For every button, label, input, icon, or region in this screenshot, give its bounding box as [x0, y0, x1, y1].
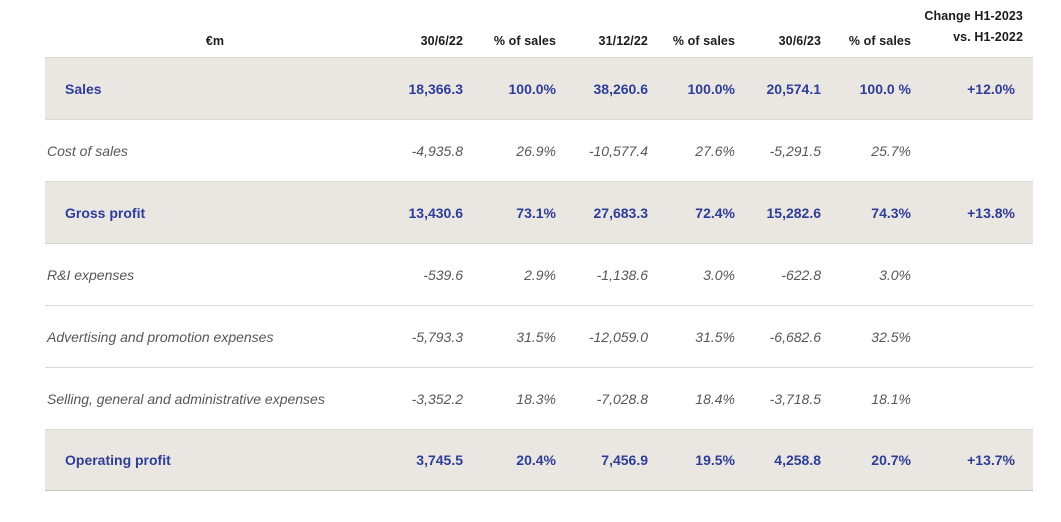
pct-h1-2022: 73.1% — [516, 204, 556, 221]
pct-h1-2023: 18.1% — [871, 390, 911, 407]
row-label: Sales — [65, 80, 102, 97]
column-header-pct-sales-2: % of sales — [672, 34, 735, 48]
pct-h1-2023: 20.7% — [871, 452, 911, 468]
pct-h1-2022: 2.9% — [524, 266, 556, 283]
column-header-pct-sales-1: % of sales — [493, 34, 556, 48]
table-row-sga-expenses: Selling, general and administrative expe… — [45, 367, 1033, 429]
value-h1-2022: -4,935.8 — [411, 142, 463, 159]
value-h1-2022: -3,352.2 — [411, 390, 463, 407]
column-header-30-6-22: 30/6/22 — [420, 34, 463, 48]
value-h1-2022: -5,793.3 — [411, 328, 463, 345]
table-row-advertising-promotion: Advertising and promotion expenses -5,79… — [45, 305, 1033, 367]
pct-h1-2022: 100.0% — [508, 80, 556, 97]
pct-h1-2023: 74.3% — [871, 204, 911, 221]
column-header-change: Change H1-2023 vs. H1-2022 — [911, 6, 1033, 57]
pct-h1-2022: 18.3% — [516, 390, 556, 407]
value-fy-2022: 7,456.9 — [601, 452, 648, 468]
value-h1-2023: -5,291.5 — [769, 142, 821, 159]
value-h1-2023: -3,718.5 — [769, 390, 821, 407]
pct-fy-2022: 27.6% — [695, 142, 735, 159]
row-label: R&I expenses — [47, 266, 135, 283]
value-fy-2022: 27,683.3 — [593, 204, 649, 221]
pct-h1-2023: 3.0% — [879, 266, 911, 283]
table-row-cost-of-sales: Cost of sales -4,935.8 26.9% -10,577.4 2… — [45, 119, 1033, 181]
value-fy-2022: -7,028.8 — [596, 390, 648, 407]
pct-h1-2022: 20.4% — [516, 452, 556, 468]
pct-h1-2023: 25.7% — [871, 142, 911, 159]
column-header-change-line1: Change H1-2023 — [924, 9, 1023, 23]
pct-fy-2022: 18.4% — [695, 390, 735, 407]
change-value: +13.7% — [967, 452, 1015, 468]
row-label: Selling, general and administrative expe… — [47, 390, 325, 407]
value-fy-2022: -10,577.4 — [588, 142, 648, 159]
value-h1-2023: -6,682.6 — [769, 328, 821, 345]
column-header-30-6-23: 30/6/23 — [778, 34, 821, 48]
table-row-gross-profit: Gross profit 13,430.6 73.1% 27,683.3 72.… — [45, 181, 1033, 243]
pct-fy-2022: 31.5% — [695, 328, 735, 345]
table-row-operating-profit: Operating profit 3,745.5 20.4% 7,456.9 1… — [45, 429, 1033, 491]
value-h1-2023: 4,258.8 — [774, 452, 821, 468]
value-h1-2022: 3,745.5 — [416, 452, 463, 468]
row-label: Cost of sales — [47, 142, 128, 159]
value-h1-2023: 15,282.6 — [766, 204, 822, 221]
value-h1-2022: -539.6 — [423, 266, 463, 283]
column-header-pct-sales-3: % of sales — [848, 34, 911, 48]
pct-fy-2022: 72.4% — [695, 204, 735, 221]
pct-h1-2023: 32.5% — [871, 328, 911, 345]
change-value: +13.8% — [967, 204, 1015, 221]
pct-fy-2022: 19.5% — [695, 452, 735, 468]
pct-fy-2022: 3.0% — [703, 266, 735, 283]
table-header-row: €m 30/6/22 % of sales 31/12/22 % of sale… — [45, 0, 1033, 57]
pct-h1-2022: 31.5% — [516, 328, 556, 345]
table-row-ri-expenses: R&I expenses -539.6 2.9% -1,138.6 3.0% -… — [45, 243, 1033, 305]
change-value: +12.0% — [967, 80, 1015, 97]
value-fy-2022: -1,138.6 — [596, 266, 648, 283]
pct-fy-2022: 100.0% — [687, 80, 735, 97]
row-label: Advertising and promotion expenses — [47, 328, 274, 345]
column-header-change-line2: vs. H1-2022 — [953, 30, 1023, 44]
row-label: Gross profit — [65, 204, 146, 221]
pct-h1-2023: 100.0 % — [859, 80, 911, 97]
financial-table: €m 30/6/22 % of sales 31/12/22 % of sale… — [45, 0, 1033, 491]
table-row-sales: Sales 18,366.3 100.0% 38,260.6 100.0% 20… — [45, 57, 1033, 119]
column-header-unit: €m — [205, 34, 225, 48]
value-h1-2022: 13,430.6 — [408, 204, 464, 221]
value-h1-2022: 18,366.3 — [408, 80, 464, 97]
column-header-31-12-22: 31/12/22 — [598, 34, 648, 48]
value-fy-2022: -12,059.0 — [588, 328, 648, 345]
value-h1-2023: 20,574.1 — [766, 80, 822, 97]
value-h1-2023: -622.8 — [781, 266, 821, 283]
value-fy-2022: 38,260.6 — [593, 80, 649, 97]
row-label: Operating profit — [65, 452, 171, 468]
pct-h1-2022: 26.9% — [516, 142, 556, 159]
